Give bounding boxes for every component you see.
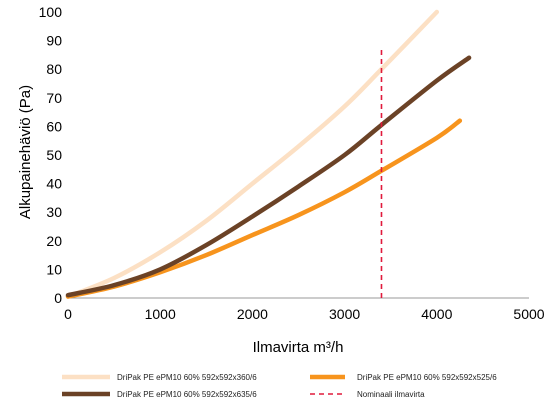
x-tick-label: 0 <box>64 306 72 322</box>
y-axis-title: Alkupainehäviö (Pa) <box>17 85 34 219</box>
y-tick-label: 10 <box>46 261 62 277</box>
y-tick-label: 0 <box>54 290 62 306</box>
x-axis-title: Ilmavirta m³/h <box>253 339 344 356</box>
y-tick-label: 100 <box>39 4 63 20</box>
series-line-dripak-pe-epm10-60-592x592x635-6 <box>65 55 472 298</box>
series-line-dripak-pe-epm10-60-592x592x360-6 <box>65 9 440 299</box>
legend-label: DriPak PE ePM10 60% 592x592x360/6 <box>117 373 257 382</box>
y-tick-label: 70 <box>46 90 62 106</box>
y-tick-label: 50 <box>46 147 62 163</box>
x-tick-label: 5000 <box>513 306 544 322</box>
y-tick-label: 60 <box>46 118 62 134</box>
x-tick-label: 2000 <box>237 306 268 322</box>
y-tick-label: 80 <box>46 61 62 77</box>
legend-label: DriPak PE ePM10 60% 592x592x525/6 <box>357 373 497 382</box>
x-tick-label: 1000 <box>145 306 176 322</box>
x-tick-label: 3000 <box>329 306 360 322</box>
series-layer <box>65 9 472 299</box>
y-tick-label: 30 <box>46 204 62 220</box>
legend-label: Nominaali ilmavirta <box>357 390 425 399</box>
y-tick-label: 90 <box>46 33 62 49</box>
y-tick-label: 20 <box>46 233 62 249</box>
legend-label: DriPak PE ePM10 60% 592x592x635/6 <box>117 390 257 399</box>
x-tick-label: 4000 <box>421 306 452 322</box>
y-tick-label: 40 <box>46 176 62 192</box>
legend: DriPak PE ePM10 60% 592x592x360/6 DriPak … <box>62 373 497 399</box>
